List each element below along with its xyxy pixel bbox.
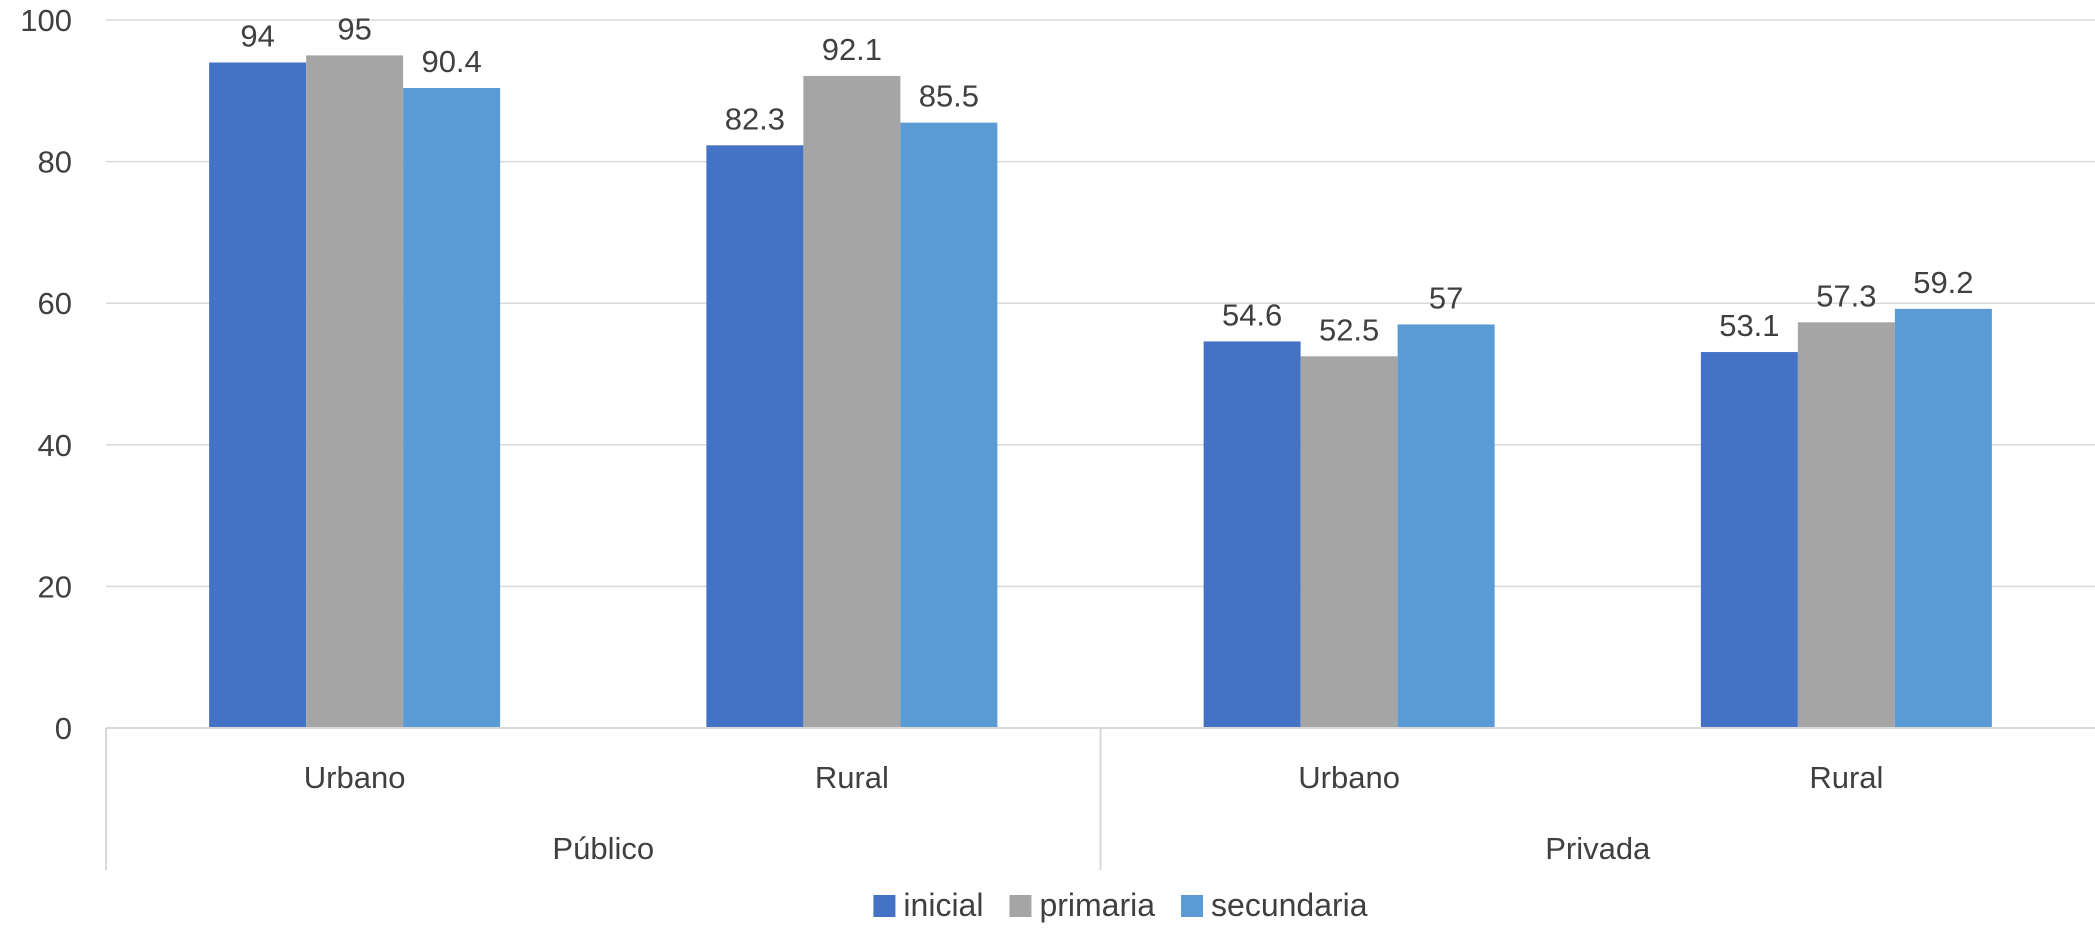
bar-primaria-3 [1797,322,1895,728]
data-label: 95 [337,11,371,46]
legend-item-inicial: inicial [873,887,983,923]
data-label: 85.5 [919,79,979,114]
legend-label: secundaria [1211,887,1368,923]
data-label: 90.4 [421,44,481,79]
legend-item-primaria: primaria [1009,887,1155,923]
bar-secundaria-2 [1397,324,1495,728]
data-label: 54.6 [1222,297,1282,332]
data-label: 53.1 [1719,308,1779,343]
y-tick-label: 0 [55,711,72,746]
x-category-label: Urbano [1298,760,1400,795]
bar-secundaria-1 [900,122,998,728]
x-category-label: Rural [1809,760,1883,795]
bars [209,55,1992,729]
legend-item-secundaria: secundaria [1181,887,1368,923]
legend-label: inicial [903,887,983,923]
bar-primaria-2 [1300,356,1398,728]
data-label: 57 [1429,280,1463,315]
y-tick-label: 60 [38,286,72,321]
x-group-label: Privada [1545,831,1651,866]
bar-inicial-2 [1203,341,1301,728]
y-axis: 0 20 40 60 80 100 [20,3,72,746]
legend-swatch [1181,895,1204,917]
data-label: 82.3 [725,101,785,136]
data-label: 59.2 [1913,265,1973,300]
bar-secundaria-0 [403,87,501,728]
legend-swatch [1009,895,1032,917]
data-label: 52.5 [1319,312,1379,347]
bar-inicial-3 [1700,352,1798,728]
x-group-label: Público [552,831,654,866]
x-category-label: Rural [815,760,889,795]
data-label: 94 [240,18,274,53]
bar-primaria-0 [306,55,404,728]
data-label: 92.1 [822,32,882,67]
bar-inicial-1 [706,145,804,729]
bar-primaria-1 [803,75,901,728]
bar-inicial-0 [209,62,307,729]
data-labels: 94 82.3 54.6 53.1 95 92.1 52.5 57.3 90.4 85.5 57 59… [240,11,1973,347]
y-tick-label: 20 [38,569,72,604]
bar-secundaria-3 [1894,308,1992,728]
legend-swatch [873,895,896,917]
y-tick-label: 80 [38,145,72,180]
data-label: 57.3 [1816,278,1876,313]
legend: inicial primaria secundaria [873,887,1368,923]
y-tick-label: 100 [20,3,72,38]
y-tick-label: 40 [38,428,72,463]
legend-label: primaria [1039,887,1155,923]
x-axis: Urbano Rural Urbano Rural Público Privada [105,727,2095,870]
x-category-label: Urbano [304,760,406,795]
